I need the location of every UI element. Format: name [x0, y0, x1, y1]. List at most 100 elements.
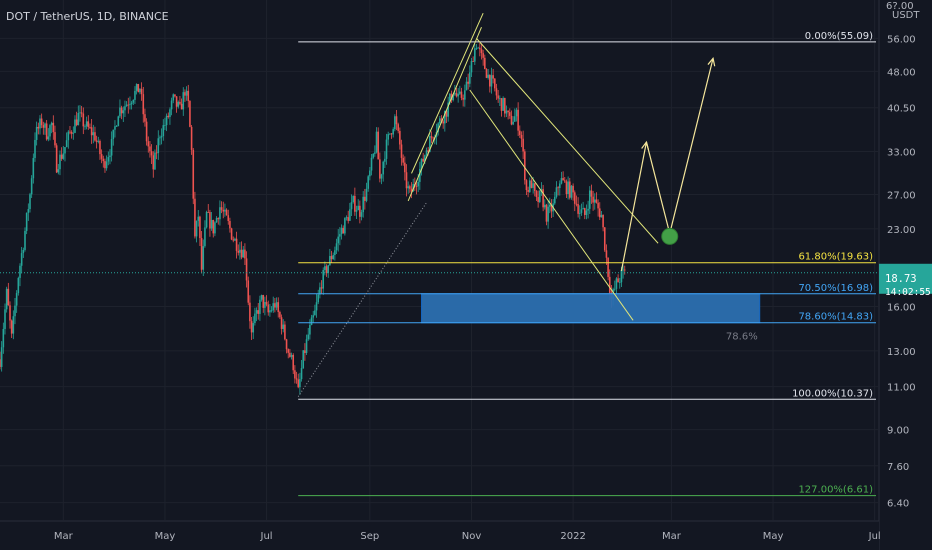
candle [399, 127, 401, 150]
candle-body [127, 104, 130, 106]
candle [184, 89, 186, 102]
candle-body [592, 196, 594, 203]
candle [162, 119, 165, 141]
candle [284, 321, 286, 341]
candle [505, 105, 508, 118]
candle-body [17, 277, 20, 294]
candle [467, 73, 469, 90]
candle [39, 115, 41, 135]
candle-body [320, 287, 323, 289]
candle [345, 215, 348, 221]
candle [538, 190, 541, 204]
current-price-value: 18.73 [885, 273, 917, 285]
candle [85, 116, 88, 130]
candle [270, 306, 273, 313]
candle-body [460, 91, 463, 98]
candle-body [382, 161, 384, 175]
candle [325, 264, 328, 277]
candle-body [567, 181, 569, 195]
candle [114, 120, 116, 138]
candle [355, 205, 358, 219]
candle [232, 236, 235, 243]
candle [250, 316, 253, 340]
candle-body [424, 155, 426, 162]
fib-zone: 78.6% [421, 293, 761, 343]
candle-body [482, 53, 484, 58]
candle-body [545, 204, 548, 222]
candle [77, 105, 80, 126]
candle [545, 203, 548, 226]
candle-body [379, 159, 381, 179]
candle [280, 314, 283, 335]
candle-body [505, 110, 508, 114]
candle [67, 130, 70, 149]
candle-body [179, 101, 181, 104]
fib-levels: 0.00%(55.09) 61.80%(19.63) 70.50%(16.98) 78… [298, 31, 876, 497]
candle [410, 182, 413, 199]
time-axis[interactable]: Mar May Jul Sep Nov 2022 Mar May Jul [0, 520, 881, 550]
candle [45, 120, 48, 141]
candle-body [499, 98, 501, 100]
candle-body [232, 239, 235, 241]
candle [242, 245, 245, 258]
candle [400, 139, 403, 166]
candle-body [560, 178, 563, 184]
candle-body [623, 269, 626, 271]
candle-body [294, 370, 296, 379]
candle-body [410, 188, 413, 192]
candle [5, 286, 8, 313]
candle-body [292, 354, 295, 371]
candle [447, 96, 449, 122]
candle [17, 276, 20, 296]
candle-body [590, 190, 593, 197]
candle [210, 211, 213, 231]
candle [540, 182, 543, 196]
candle [119, 99, 121, 118]
candle-body [510, 115, 513, 125]
candle-body [239, 249, 241, 253]
candle-body [125, 104, 128, 107]
candle-body [134, 90, 136, 100]
candle [455, 87, 458, 98]
candle-body [600, 214, 603, 218]
candle [209, 209, 211, 237]
candle [234, 237, 236, 241]
candle [94, 126, 96, 142]
time-tick: Nov [462, 531, 482, 542]
candle-body [324, 266, 326, 270]
time-tick: Mar [662, 531, 682, 542]
candle [342, 225, 345, 234]
candle-body [620, 270, 623, 283]
candle [560, 171, 563, 185]
candle-body [607, 257, 609, 277]
candle [102, 155, 105, 168]
candle [165, 113, 168, 132]
candle-body [570, 185, 573, 198]
candle-body [547, 206, 549, 222]
candle [588, 186, 591, 214]
candle-body [132, 99, 135, 103]
candle [297, 373, 300, 389]
symbol-title: DOT / TetherUS, 1D, BINANCE [6, 10, 169, 23]
candle [267, 300, 270, 316]
candle-body [187, 90, 190, 101]
candle-body [489, 74, 491, 87]
candle [590, 184, 593, 204]
candle-body [77, 113, 80, 126]
candle-body [359, 205, 361, 217]
candle-body [512, 121, 514, 125]
candle [294, 365, 296, 384]
candle [214, 221, 216, 237]
candle-body [514, 116, 516, 122]
candle-body [37, 126, 40, 129]
candle [522, 130, 524, 160]
candle-body [517, 109, 519, 131]
candle-body [509, 112, 511, 116]
candle [485, 68, 488, 79]
candle-body [290, 354, 293, 357]
candle-body [357, 205, 359, 211]
candle-body [389, 133, 391, 135]
candle-body [175, 96, 178, 107]
